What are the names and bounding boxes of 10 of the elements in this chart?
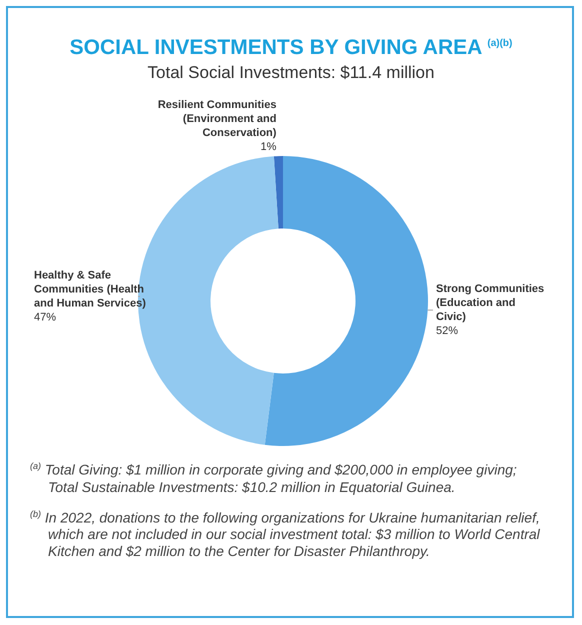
slice-label: Strong Communities (Education and Civic) (436, 283, 544, 324)
data-label: 47% (34, 311, 56, 324)
text: $^{(b)}$ In 2022, donations to the following organizations for Ukraine humanitarian relief, which are not included in our social investment total: $3 million to World Central Kitchen and $2 million to the Center for Disaster Philanthropy. (30, 508, 541, 560)
slice-label: Healthy & Safe Communities (Health and Human Services) (34, 269, 146, 310)
chart-title: SOCIAL INVESTMENTS BY GIVING AREA $^{(a)(b)}$ (68, 36, 514, 60)
text: $^{(a)}$ Total Giving: $1 million in corporate giving and $200,000 in employee giving; Total Sustainable Investments: $10.2 million in Equatorial Guinea. (30, 460, 518, 496)
data-label: 52% (436, 325, 458, 338)
data-label: 1% (260, 141, 277, 154)
chart-subtitle: Total Social Investments: $11.4 million (146, 63, 436, 83)
slice-label: Resilient Communities (Environment and Conservation) (158, 99, 277, 140)
